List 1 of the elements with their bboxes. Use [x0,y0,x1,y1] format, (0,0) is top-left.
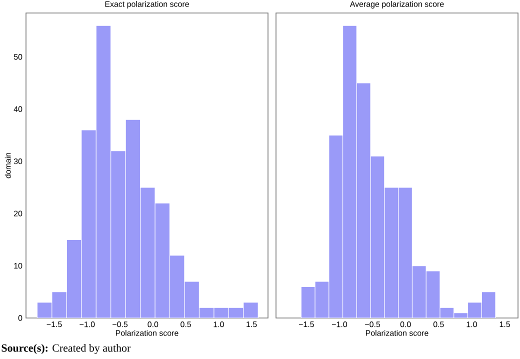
text: Source(s): Created by author [2,344,131,354]
